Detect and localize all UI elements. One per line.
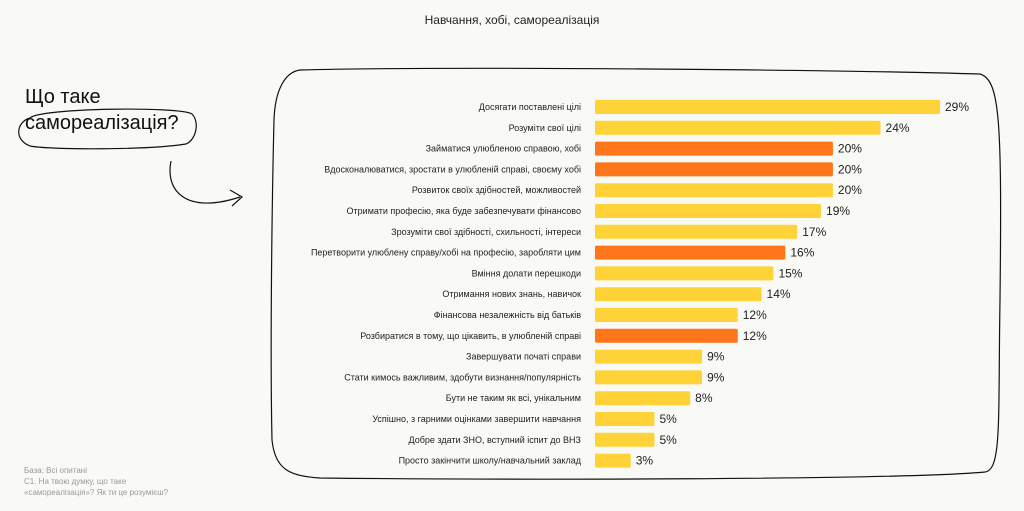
- category-label: Розбиратися в тому, що цікавить, в улюбл…: [360, 331, 581, 341]
- category-label: Займатися улюбленою справою, хобі: [426, 144, 581, 154]
- value-label: 24%: [886, 121, 910, 135]
- bar: [595, 391, 691, 406]
- category-label: Отримання нових знань, навичок: [442, 289, 581, 299]
- category-label: Добре здати ЗНО, вступний іспит до ВНЗ: [409, 435, 581, 445]
- value-label: 8%: [695, 391, 713, 405]
- bar: [595, 204, 822, 218]
- category-label: Вміння долати перешкоди: [472, 268, 581, 278]
- question-bubble: [18, 108, 197, 150]
- bar: [595, 432, 655, 447]
- value-label: 20%: [838, 162, 862, 176]
- value-label: 29%: [945, 100, 969, 114]
- value-label: 14%: [767, 287, 791, 301]
- question-line-1: Що таке: [25, 86, 101, 108]
- chart-frame: [270, 67, 1002, 480]
- arrow-icon: [169, 160, 244, 207]
- bar: [595, 224, 798, 239]
- bar: [595, 308, 738, 322]
- category-label: Бути не таким як всі, унікальним: [446, 393, 581, 403]
- value-label: 16%: [790, 246, 814, 260]
- category-label: Стати кимось важливим, здобути визнання/…: [344, 372, 581, 382]
- footnote-base: База: Всі опитані: [24, 466, 87, 475]
- category-label: Зрозуміти свої здібності, схильності, ін…: [391, 227, 581, 237]
- category-label: Розвиток своїх здібностей, можливостей: [412, 185, 581, 195]
- bar: [595, 412, 655, 426]
- bar: [595, 287, 762, 302]
- value-label: 9%: [707, 370, 725, 384]
- question-line-2: самореалізація?: [25, 112, 179, 134]
- value-label: 15%: [778, 266, 802, 280]
- footnote: База: Всі опитані С1. На твою думку, що …: [24, 465, 168, 498]
- value-label: 17%: [802, 225, 826, 239]
- category-label: Розуміти свої цілі: [509, 123, 581, 133]
- category-label: Просто закінчити школу/навчальний заклад: [399, 456, 582, 466]
- footnote-question-2: «самореалізація»? Як ти це розумієш?: [24, 488, 169, 497]
- category-label: Завершувати початі справи: [466, 352, 581, 362]
- bar: [595, 370, 703, 385]
- value-label: 3%: [636, 454, 654, 468]
- bar: [595, 162, 833, 177]
- value-label: 19%: [826, 204, 850, 218]
- category-label: Фінансова незалежність від батьків: [434, 310, 581, 320]
- value-label: 5%: [659, 412, 677, 426]
- footnote-question-1: С1. На твою думку, що таке: [24, 477, 127, 486]
- bar: [595, 266, 774, 281]
- bar: [595, 183, 833, 198]
- bar: [595, 349, 703, 364]
- value-label: 9%: [707, 350, 725, 364]
- value-label: 5%: [659, 433, 677, 447]
- category-label: Досягати поставлені цілі: [479, 102, 581, 112]
- bar: [595, 245, 786, 260]
- value-label: 20%: [838, 183, 862, 197]
- bar: [595, 141, 833, 156]
- chart-title: Навчання, хобі, самореалізація: [424, 13, 600, 27]
- category-label: Перетворити улюблену справу/хобі на проф…: [311, 248, 581, 258]
- category-label: Отримати професію, яка буде забезпечуват…: [347, 206, 581, 216]
- category-label: Успішно, з гарними оцінками завершити на…: [372, 414, 581, 424]
- category-label: Вдосконалюватися, зростати в улюбленій с…: [324, 164, 581, 174]
- value-label: 12%: [743, 308, 767, 322]
- bar: [595, 120, 881, 135]
- bar: [595, 328, 738, 343]
- bar: [595, 453, 631, 468]
- bar: [595, 100, 940, 114]
- value-label: 12%: [743, 329, 767, 343]
- value-label: 20%: [838, 142, 862, 156]
